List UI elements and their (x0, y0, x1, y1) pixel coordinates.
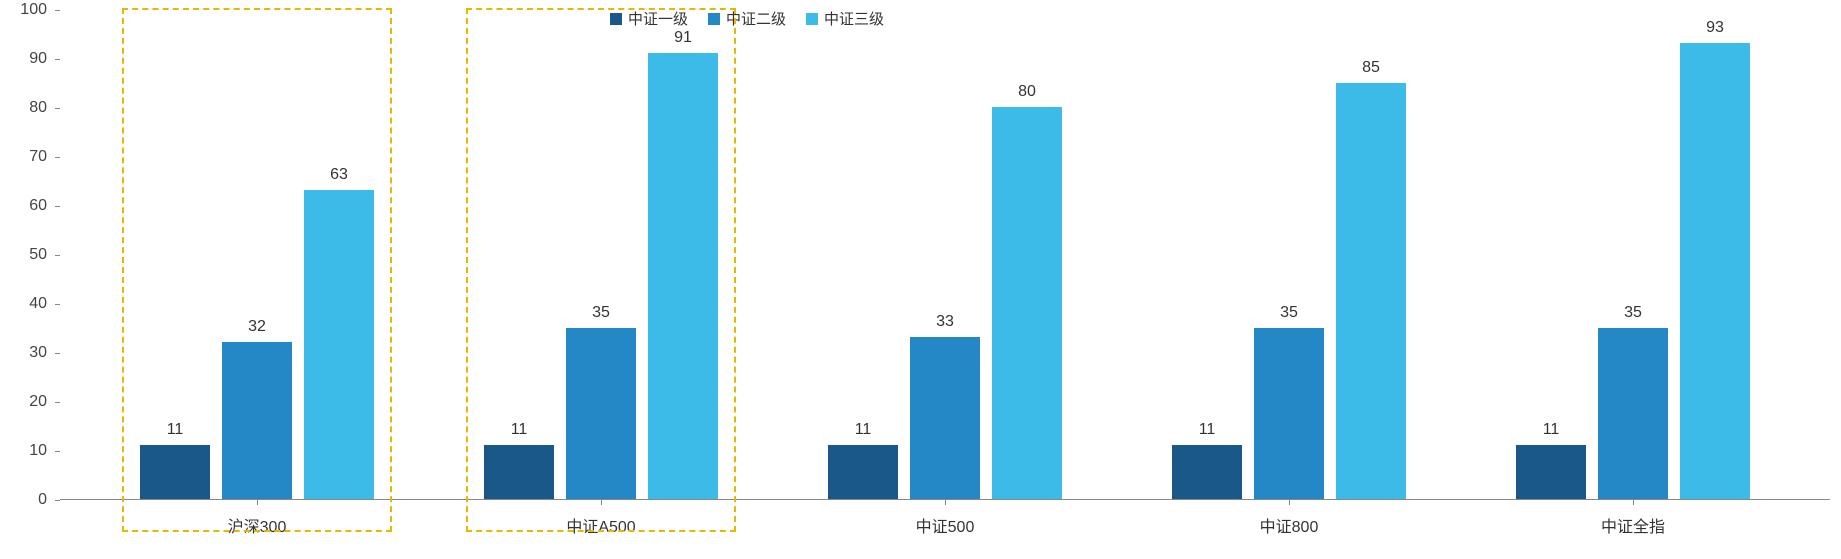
bar-value-label: 35 (1280, 304, 1298, 322)
legend-swatch (708, 13, 720, 25)
bar-value-label: 11 (511, 421, 528, 439)
bar (1336, 83, 1406, 500)
y-tick-label: 70 (29, 148, 47, 166)
y-tick-mark (55, 108, 60, 109)
y-tick-label: 20 (29, 393, 47, 411)
y-tick-label: 80 (29, 99, 47, 117)
bar (992, 107, 1062, 499)
x-tick-mark (1289, 500, 1290, 505)
y-tick-label: 100 (20, 1, 47, 19)
x-tick-mark (601, 500, 602, 505)
y-tick-mark (55, 353, 60, 354)
y-tick-mark (55, 157, 60, 158)
x-category-label: 中证500 (916, 513, 975, 537)
bar-value-label: 11 (1543, 421, 1560, 439)
y-tick-label: 60 (29, 197, 47, 215)
bar (1598, 328, 1668, 500)
y-tick-label: 90 (29, 50, 47, 68)
bar (140, 445, 210, 499)
bar-value-label: 35 (1624, 304, 1642, 322)
bar (304, 190, 374, 499)
legend-item: 中证一级 (610, 8, 688, 29)
bar-value-label: 93 (1706, 19, 1724, 37)
y-tick-label: 0 (38, 491, 47, 509)
y-tick-mark (55, 206, 60, 207)
legend-label: 中证一级 (628, 8, 688, 29)
bar (1516, 445, 1586, 499)
y-tick-label: 50 (29, 246, 47, 264)
bar-value-label: 35 (592, 304, 610, 322)
legend: 中证一级 中证二级 中证三级 (610, 8, 884, 29)
bar-value-label: 80 (1018, 83, 1036, 101)
y-tick-mark (55, 500, 60, 501)
legend-item: 中证三级 (806, 8, 884, 29)
bar (828, 445, 898, 499)
y-tick-mark (55, 10, 60, 11)
plot-area: 11 32 63 11 35 91 11 33 80 11 35 85 11 35 93 (60, 10, 1830, 500)
x-tick-mark (1633, 500, 1634, 505)
y-tick-mark (55, 402, 60, 403)
bar-value-label: 11 (855, 421, 872, 439)
x-category-label: 中证全指 (1601, 513, 1665, 537)
y-tick-mark (55, 255, 60, 256)
legend-label: 中证三级 (824, 8, 884, 29)
x-tick-mark (945, 500, 946, 505)
y-tick-label: 30 (29, 344, 47, 362)
y-tick-label: 40 (29, 295, 47, 313)
legend-item: 中证二级 (708, 8, 786, 29)
bar (484, 445, 554, 499)
legend-label: 中证二级 (726, 8, 786, 29)
bar-value-label: 91 (674, 29, 692, 47)
bar-value-label: 11 (167, 421, 184, 439)
bar (910, 337, 980, 499)
y-axis: 0102030405060708090100 (0, 10, 55, 500)
x-category-label: 中证800 (1260, 513, 1319, 537)
y-tick-label: 10 (29, 442, 47, 460)
bar (648, 53, 718, 499)
bar-value-label: 63 (330, 166, 348, 184)
chart-container: 0 10 20 30 40 50 60 70 80 90 100 11 32 63 11 35 91 11 33 8… (0, 0, 1841, 559)
x-category-label: 中证A500 (566, 513, 635, 537)
y-tick-mark (55, 304, 60, 305)
legend-swatch (610, 13, 622, 25)
bar (1172, 445, 1242, 499)
bar (222, 342, 292, 499)
bar (566, 328, 636, 500)
bar (1254, 328, 1324, 500)
bar-value-label: 32 (248, 318, 266, 336)
bar (1680, 43, 1750, 499)
x-axis-labels: 沪深300 中证A500 中证500 中证800 中证全指 (60, 505, 1830, 535)
y-tick-mark (55, 59, 60, 60)
x-tick-mark (257, 500, 258, 505)
x-category-label: 沪深300 (228, 513, 287, 537)
bar-value-label: 85 (1362, 59, 1380, 77)
y-tick-mark (55, 451, 60, 452)
bar-value-label: 11 (1199, 421, 1216, 439)
bar-value-label: 33 (936, 313, 954, 331)
legend-swatch (806, 13, 818, 25)
